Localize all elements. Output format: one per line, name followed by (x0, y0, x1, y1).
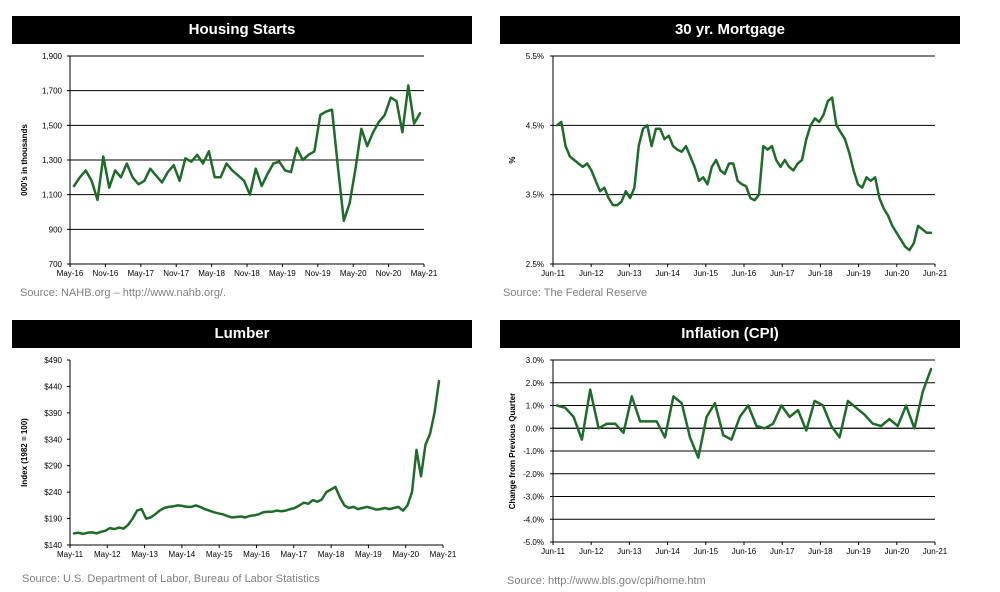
x-tick-label: Nov-18 (234, 269, 260, 278)
y-tick-label: -5.0% (523, 538, 544, 547)
x-tick-label: Jun-20 (885, 269, 910, 278)
x-tick-label: Nov-19 (305, 269, 331, 278)
y-tick-label: $190 (44, 515, 62, 524)
x-tick-label: May-16 (243, 550, 270, 559)
x-tick-label: May-19 (269, 269, 296, 278)
x-tick-label: May-20 (392, 550, 419, 559)
y-tick-label: 1,700 (42, 87, 63, 96)
x-tick-label: Jun-21 (923, 269, 948, 278)
chart-source: Source: NAHB.org – http://www.nahb.org/. (20, 287, 227, 299)
y-tick-label: $290 (44, 462, 62, 471)
y-tick-label: -4.0% (523, 515, 544, 524)
x-tick-label: May-21 (411, 269, 438, 278)
y-tick-label: $490 (44, 356, 62, 365)
chart-source: Source: http://www.bls.gov/cpi/home.htm (507, 575, 706, 587)
x-tick-label: May-13 (131, 550, 158, 559)
x-tick-label: May-17 (127, 269, 154, 278)
x-tick-label: Jun-16 (732, 269, 757, 278)
x-tick-label: May-11 (57, 550, 84, 559)
x-tick-label: May-16 (57, 269, 84, 278)
y-tick-label: $240 (44, 488, 62, 497)
x-tick-label: Jun-19 (846, 547, 871, 556)
series-line (72, 84, 422, 222)
x-tick-label: Jun-17 (770, 269, 795, 278)
y-axis-label: Change from Previous Quarter (508, 393, 517, 509)
x-tick-label: May-18 (318, 550, 345, 559)
x-tick-label: Jun-16 (732, 547, 757, 556)
chart-title: 30 yr. Mortgage (500, 16, 960, 44)
x-tick-label: Jun-17 (770, 547, 795, 556)
y-tick-label: -3.0% (523, 493, 544, 502)
y-tick-label: 2.5% (526, 260, 544, 269)
x-tick-label: Jun-14 (655, 269, 680, 278)
x-tick-label: Jun-11 (541, 269, 565, 278)
x-tick-label: Jun-15 (694, 269, 719, 278)
x-tick-label: Jun-15 (694, 547, 719, 556)
x-tick-label: Jun-11 (541, 547, 565, 556)
x-tick-label: Jun-12 (579, 269, 604, 278)
y-tick-label: 5.5% (526, 52, 544, 61)
chart-title: Housing Starts (12, 16, 472, 44)
y-tick-label: $440 (44, 382, 62, 391)
y-tick-label: 4.5% (526, 121, 544, 130)
x-tick-label: Nov-16 (93, 269, 119, 278)
x-tick-label: Jun-13 (617, 547, 642, 556)
x-tick-label: Jun-14 (655, 547, 680, 556)
series-line (555, 96, 933, 252)
x-tick-label: Jun-20 (885, 547, 910, 556)
y-tick-label: $140 (44, 541, 62, 550)
y-tick-label: 3.5% (526, 191, 544, 200)
y-tick-label: $340 (44, 435, 62, 444)
y-tick-label: 3.0% (526, 356, 544, 365)
y-axis-label: % (508, 156, 517, 163)
y-tick-label: $390 (44, 409, 62, 418)
series-line (72, 379, 441, 536)
x-tick-label: Jun-18 (808, 547, 833, 556)
x-tick-label: May-17 (280, 550, 307, 559)
x-tick-label: Nov-20 (376, 269, 402, 278)
chart-title: Lumber (12, 320, 472, 348)
x-tick-label: May-15 (206, 550, 233, 559)
y-tick-label: 1,500 (42, 121, 63, 130)
y-tick-label: 1,900 (42, 52, 63, 61)
x-tick-label: Nov-17 (163, 269, 189, 278)
chart-source: Source: The Federal Reserve (503, 287, 648, 299)
y-tick-label: 1.0% (526, 402, 544, 411)
x-tick-label: Jun-18 (808, 269, 833, 278)
x-tick-label: Jun-13 (617, 269, 642, 278)
chart-title: Inflation (CPI) (500, 320, 960, 348)
y-axis-label: Index (1982 = 100) (20, 418, 29, 487)
x-tick-label: May-21 (430, 550, 457, 559)
y-tick-label: -2.0% (523, 470, 544, 479)
y-tick-label: 1,300 (42, 156, 63, 165)
series-line (555, 367, 933, 460)
x-tick-label: May-14 (169, 550, 196, 559)
x-tick-label: Jun-12 (579, 547, 604, 556)
x-tick-label: Jun-19 (846, 269, 871, 278)
chart-source: Source: U.S. Department of Labor, Bureau… (22, 573, 320, 585)
y-tick-label: 700 (49, 260, 63, 269)
y-axis-label: 000's in thousands (20, 124, 29, 196)
x-tick-label: May-12 (94, 550, 121, 559)
x-tick-label: May-20 (340, 269, 367, 278)
y-tick-label: -1.0% (523, 447, 544, 456)
x-tick-label: Jun-21 (923, 547, 948, 556)
y-tick-label: 2.0% (526, 379, 544, 388)
y-tick-label: 1,100 (42, 191, 63, 200)
y-tick-label: 900 (49, 225, 63, 234)
x-tick-label: May-18 (198, 269, 225, 278)
x-tick-label: May-19 (355, 550, 382, 559)
y-tick-label: 0.0% (526, 424, 544, 433)
